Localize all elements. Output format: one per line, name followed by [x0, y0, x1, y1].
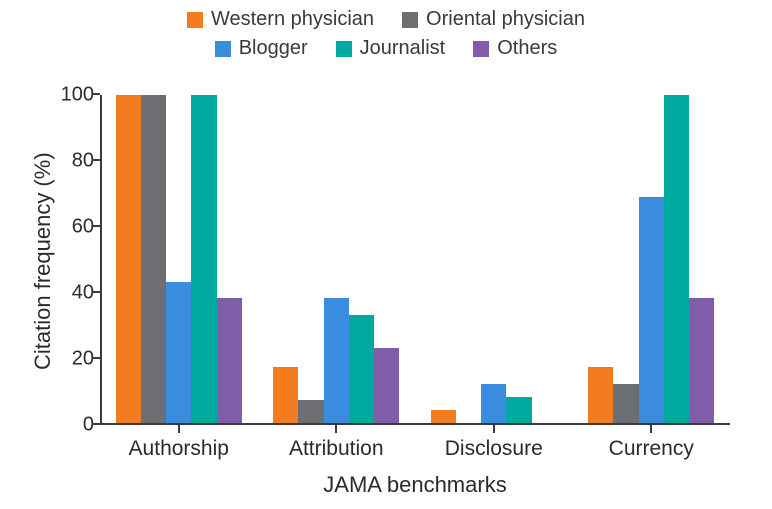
legend-item-others: Others	[473, 37, 557, 60]
y-axis-label: Citation frequency (%)	[30, 152, 56, 370]
bar-authorship-1	[141, 95, 166, 423]
legend-label-western: Western physician	[211, 8, 374, 31]
bar-attribution-3	[349, 315, 374, 423]
legend-row-2: Blogger Journalist Others	[215, 37, 558, 60]
bar-currency-2	[639, 197, 664, 423]
legend-item-journalist: Journalist	[336, 37, 446, 60]
legend-swatch-oriental	[402, 12, 418, 28]
legend-item-western: Western physician	[187, 8, 374, 31]
bar-disclosure-2	[481, 384, 506, 423]
y-axis-line	[100, 95, 102, 425]
legend-swatch-blogger	[215, 41, 231, 57]
category-label-0: Authorship	[129, 437, 229, 461]
legend-item-oriental: Oriental physician	[402, 8, 585, 31]
legend-swatch-others	[473, 41, 489, 57]
bar-authorship-0	[116, 95, 141, 423]
bar-attribution-0	[273, 367, 298, 423]
xtick-2	[493, 425, 495, 433]
legend-swatch-journalist	[336, 41, 352, 57]
category-label-1: Attribution	[289, 437, 384, 461]
bar-currency-1	[613, 384, 638, 423]
ytick-60	[92, 225, 100, 227]
plot-area	[100, 95, 730, 425]
bar-currency-0	[588, 367, 613, 423]
bar-authorship-3	[191, 95, 216, 423]
ytick-0	[92, 423, 100, 425]
bar-authorship-2	[166, 282, 191, 423]
legend-item-blogger: Blogger	[215, 37, 308, 60]
legend-label-oriental: Oriental physician	[426, 8, 585, 31]
ytick-40	[92, 291, 100, 293]
bar-currency-3	[664, 95, 689, 423]
legend-swatch-western	[187, 12, 203, 28]
bar-authorship-4	[217, 298, 242, 423]
ytick-label-60: 60	[60, 216, 94, 239]
ytick-label-0: 0	[60, 414, 94, 437]
bar-disclosure-3	[506, 397, 531, 423]
category-label-2: Disclosure	[445, 437, 543, 461]
chart-container: Western physician Oriental physician Blo…	[0, 0, 772, 509]
bar-disclosure-0	[431, 410, 456, 423]
x-axis-line	[100, 423, 730, 425]
xtick-3	[650, 425, 652, 433]
ytick-label-40: 40	[60, 282, 94, 305]
bar-attribution-1	[298, 400, 323, 423]
legend-label-journalist: Journalist	[360, 37, 446, 60]
bar-currency-4	[689, 298, 714, 423]
x-axis-label: JAMA benchmarks	[100, 472, 730, 498]
ytick-80	[92, 159, 100, 161]
legend-label-blogger: Blogger	[239, 37, 308, 60]
xtick-1	[335, 425, 337, 433]
legend-label-others: Others	[497, 37, 557, 60]
bar-attribution-2	[324, 298, 349, 423]
category-label-3: Currency	[609, 437, 694, 461]
bar-attribution-4	[374, 348, 399, 423]
ytick-20	[92, 357, 100, 359]
ytick-label-80: 80	[60, 150, 94, 173]
ytick-label-100: 100	[60, 84, 94, 107]
ytick-100	[92, 93, 100, 95]
legend-row-1: Western physician Oriental physician	[187, 8, 585, 31]
legend: Western physician Oriental physician Blo…	[0, 8, 772, 60]
ytick-label-20: 20	[60, 348, 94, 371]
xtick-0	[178, 425, 180, 433]
